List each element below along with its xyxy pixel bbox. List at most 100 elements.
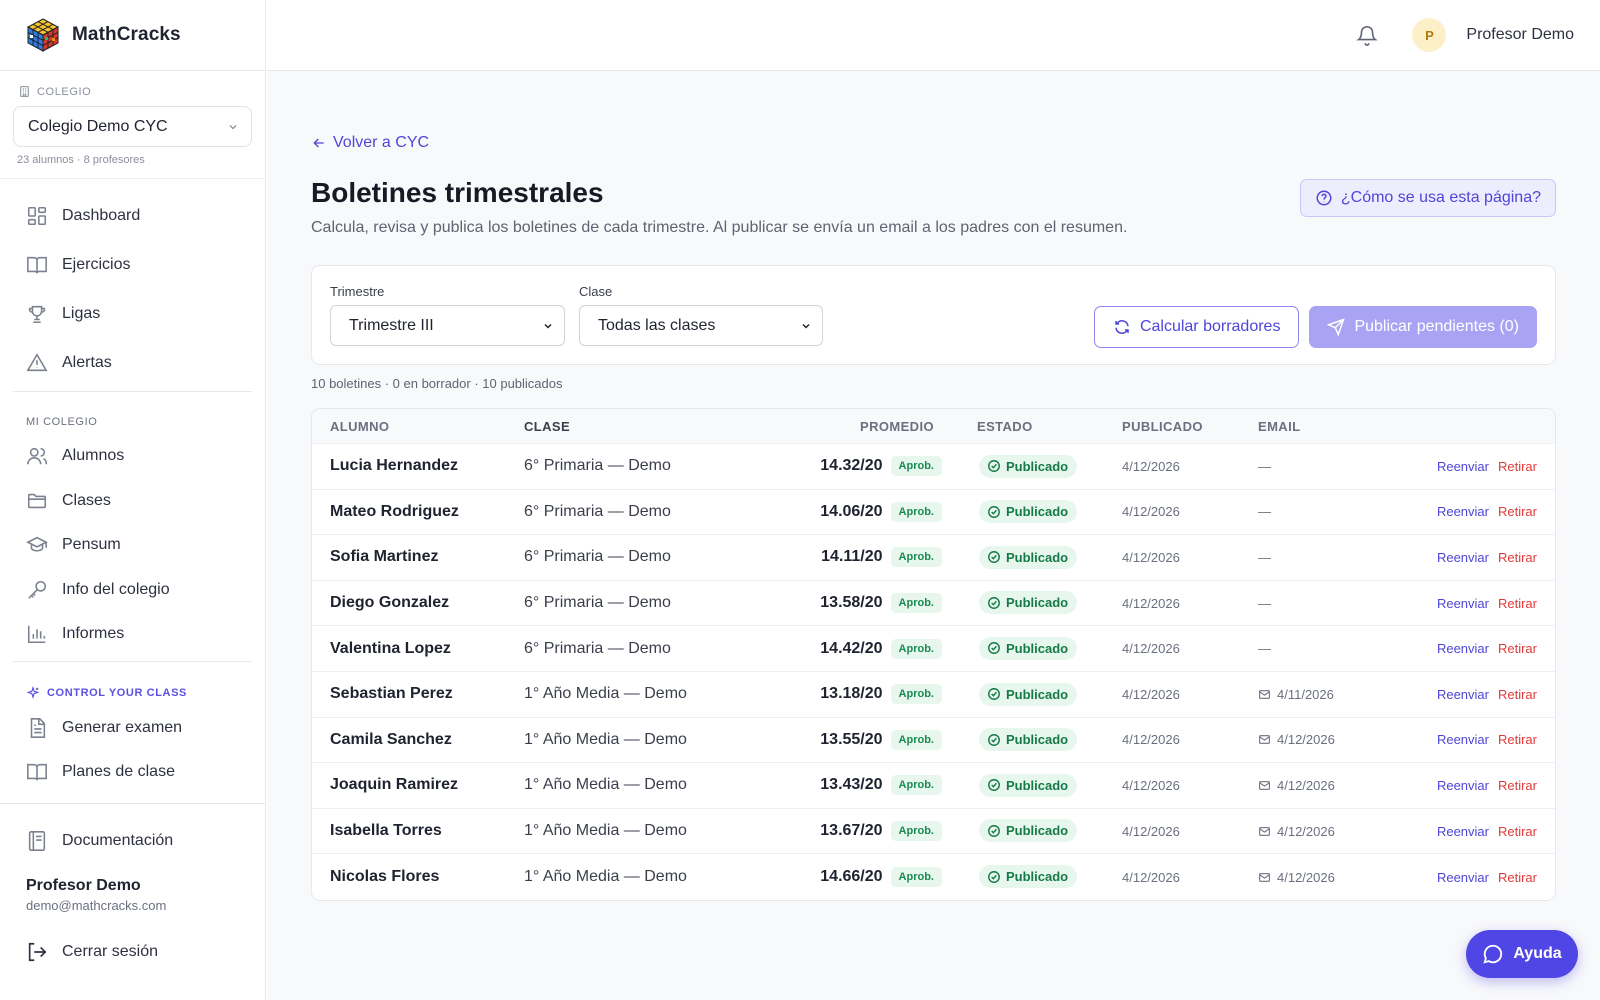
- clase-select[interactable]: Todas las clases: [579, 305, 823, 346]
- email-date: —: [1258, 504, 1271, 520]
- ayuda-button[interactable]: Ayuda: [1466, 930, 1578, 978]
- table-header: ALUMNO CLASE PROMEDIO ESTADO PUBLICADO E…: [312, 409, 1555, 444]
- retirar-button[interactable]: Retirar: [1497, 732, 1537, 748]
- table-row: Camila Sanchez 1° Año Media — Demo 13.55/2…: [312, 718, 1555, 764]
- sidebar-item-generar-examen[interactable]: Generar examen: [13, 706, 252, 751]
- publicado-date: 4/12/2026: [1122, 549, 1180, 565]
- logout-icon: [26, 941, 48, 963]
- nav-divider: [13, 660, 252, 662]
- table-row: Nicolas Flores 1° Año Media — Demo 14.66/2…: [312, 854, 1555, 900]
- trimestre-select[interactable]: Trimestre III: [330, 305, 565, 346]
- col-email[interactable]: EMAIL: [1258, 418, 1301, 434]
- retirar-button[interactable]: Retirar: [1497, 595, 1537, 611]
- notebook-icon: [26, 830, 48, 852]
- calcular-borradores-button[interactable]: Calcular borradores: [1093, 306, 1300, 348]
- refresh-icon: [1113, 318, 1131, 336]
- row-actions: Reenviar Retirar: [1390, 732, 1555, 747]
- promedio-cell: 13.43/20 Aprob.: [742, 775, 942, 796]
- reenviar-button[interactable]: Reenviar: [1436, 458, 1489, 474]
- col-clase[interactable]: CLASE: [524, 418, 571, 434]
- brand[interactable]: MathCracks: [0, 0, 265, 71]
- nav-divider: [13, 391, 252, 392]
- table-row: Sebastian Perez 1° Año Media — Demo 13.18/…: [312, 672, 1555, 718]
- retirar-button[interactable]: Retirar: [1497, 458, 1537, 474]
- retirar-button[interactable]: Retirar: [1497, 823, 1537, 839]
- reenviar-button[interactable]: Reenviar: [1436, 777, 1489, 793]
- publicado-date: 4/12/2026: [1122, 869, 1180, 885]
- bell-icon[interactable]: [1356, 24, 1379, 46]
- reenviar-button[interactable]: Reenviar: [1436, 641, 1489, 657]
- table-row: Isabella Torres 1° Año Media — Demo 13.67/…: [312, 809, 1555, 855]
- sidebar-item-documentacion[interactable]: Documentación: [13, 816, 252, 865]
- promedio-value: 13.58/20: [820, 594, 883, 612]
- sidebar-item-ejercicios[interactable]: Ejercicios: [13, 240, 252, 289]
- sidebar: MathCracks COLEGIO Colegio Demo CYC 23 a…: [0, 0, 266, 1000]
- estado-cell: Publicado: [942, 591, 1104, 615]
- sidebar-item-alertas[interactable]: Alertas: [13, 338, 252, 387]
- publicar-pendientes-button[interactable]: Publicar pendientes (0): [1309, 306, 1537, 348]
- col-estado[interactable]: ESTADO: [977, 418, 1033, 434]
- reenviar-button[interactable]: Reenviar: [1436, 595, 1489, 611]
- logout-button[interactable]: Cerrar sesión: [13, 927, 252, 976]
- retirar-button[interactable]: Retirar: [1497, 686, 1537, 702]
- avatar[interactable]: P: [1412, 18, 1447, 52]
- estado-cell: Publicado: [942, 865, 1104, 889]
- promedio-cell: 14.66/20 Aprob.: [742, 867, 942, 888]
- status-badge: Publicado: [979, 773, 1078, 797]
- email-date: —: [1258, 549, 1271, 565]
- help-page-button[interactable]: ¿Cómo se usa esta página?: [1299, 179, 1556, 217]
- school-select[interactable]: Colegio Demo CYC: [13, 106, 252, 147]
- publicado-date: 4/12/2026: [1122, 641, 1180, 657]
- estado-cell: Publicado: [942, 500, 1104, 524]
- back-link[interactable]: Volver a CYC: [311, 134, 429, 152]
- retirar-button[interactable]: Retirar: [1497, 869, 1537, 885]
- sidebar-item-alumnos[interactable]: Alumnos: [13, 434, 252, 479]
- col-publicado[interactable]: PUBLICADO: [1122, 418, 1203, 434]
- email-cell: 4/11/2026: [1240, 687, 1390, 702]
- publicado-date: 4/12/2026: [1122, 823, 1180, 839]
- email-date: 4/11/2026: [1277, 686, 1334, 702]
- reenviar-button[interactable]: Reenviar: [1436, 732, 1489, 748]
- promedio-cell: 13.55/20 Aprob.: [742, 729, 942, 750]
- row-actions: Reenviar Retirar: [1390, 504, 1555, 519]
- check-circle-icon: [987, 596, 1001, 610]
- sidebar-item-pensum[interactable]: Pensum: [13, 523, 252, 568]
- book-icon: [26, 254, 48, 276]
- reenviar-button[interactable]: Reenviar: [1436, 504, 1489, 520]
- sidebar-item-ligas[interactable]: Ligas: [13, 289, 252, 338]
- key-icon: [26, 579, 48, 601]
- aprobado-badge: Aprob.: [890, 638, 942, 659]
- sidebar-item-dashboard[interactable]: Dashboard: [13, 191, 252, 240]
- reenviar-button[interactable]: Reenviar: [1436, 823, 1489, 839]
- reenviar-button[interactable]: Reenviar: [1436, 549, 1489, 565]
- publicado-date: 4/12/2026: [1122, 686, 1180, 702]
- sidebar-item-planes-clase[interactable]: Planes de clase: [13, 750, 252, 795]
- col-alumno[interactable]: ALUMNO: [330, 418, 390, 434]
- aprobado-badge: Aprob.: [890, 729, 942, 750]
- retirar-button[interactable]: Retirar: [1497, 777, 1537, 793]
- promedio-value: 14.66/20: [820, 868, 883, 886]
- sidebar-item-info-colegio[interactable]: Info del colegio: [13, 568, 252, 613]
- reenviar-button[interactable]: Reenviar: [1436, 686, 1489, 702]
- col-promedio[interactable]: PROMEDIO: [860, 418, 934, 434]
- row-actions: Reenviar Retirar: [1390, 687, 1555, 702]
- status-badge: Publicado: [979, 591, 1078, 615]
- email-date: 4/12/2026: [1277, 869, 1335, 885]
- promedio-value: 14.42/20: [820, 639, 883, 657]
- status-badge: Publicado: [979, 865, 1078, 889]
- table-row: Lucia Hernandez 6° Primaria — Demo 14.32/2…: [312, 444, 1555, 490]
- retirar-button[interactable]: Retirar: [1497, 549, 1537, 565]
- mail-icon: [1258, 871, 1271, 884]
- check-circle-icon: [987, 687, 1001, 701]
- retirar-button[interactable]: Retirar: [1497, 504, 1537, 520]
- arrow-left-icon: [311, 135, 327, 151]
- retirar-button[interactable]: Retirar: [1497, 641, 1537, 657]
- bar-chart-icon: [26, 623, 48, 645]
- sidebar-item-informes[interactable]: Informes: [13, 612, 252, 657]
- topbar: P Profesor Demo: [267, 0, 1600, 71]
- topbar-user-name[interactable]: Profesor Demo: [1466, 26, 1574, 43]
- sidebar-item-clases[interactable]: Clases: [13, 479, 252, 524]
- reenviar-button[interactable]: Reenviar: [1436, 869, 1489, 885]
- send-icon: [1327, 318, 1346, 336]
- aprobado-badge: Aprob.: [890, 593, 942, 614]
